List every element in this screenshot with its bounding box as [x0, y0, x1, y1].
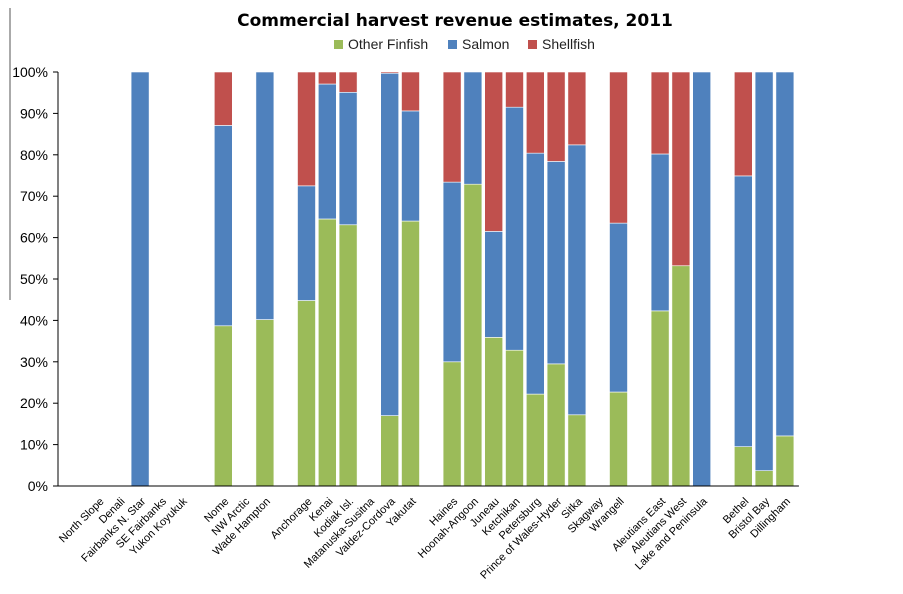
- bar-segment-shellfish: [442, 71, 462, 183]
- bar-segment-shellfish: [484, 71, 504, 232]
- y-tick-label: 100%: [12, 64, 48, 80]
- y-tick-label: 20%: [20, 395, 48, 411]
- bar-segment-shellfish: [609, 71, 628, 224]
- bar-segment-salmon: [297, 185, 316, 301]
- bar-segment-other-finfish: [525, 393, 545, 487]
- bar-segment-salmon: [650, 153, 670, 312]
- bar-segment-shellfish: [546, 71, 566, 162]
- bar-segment-shellfish: [380, 71, 400, 74]
- bar-segment-salmon: [255, 71, 275, 320]
- bar-segment-other-finfish: [775, 435, 795, 487]
- bar-segment-salmon: [442, 181, 462, 363]
- bar-segment-salmon: [484, 231, 504, 338]
- bar-segment-shellfish: [671, 71, 691, 267]
- bar-segment-other-finfish: [338, 224, 358, 487]
- y-tick-label: 50%: [20, 271, 48, 287]
- legend-swatch-salmon: [448, 40, 457, 49]
- bar-segment-shellfish: [505, 71, 524, 108]
- bar-segment-salmon: [380, 72, 400, 416]
- y-tick-label: 80%: [20, 147, 48, 163]
- bar-segment-other-finfish: [671, 265, 691, 487]
- bar-segment-salmon: [214, 125, 233, 327]
- bar-segment-salmon: [775, 71, 795, 437]
- bar-segment-salmon: [733, 175, 753, 447]
- bar-segment-other-finfish: [255, 319, 275, 487]
- bar-segment-other-finfish: [546, 363, 566, 487]
- bar-segment-other-finfish: [650, 310, 670, 487]
- y-tick-label: 0%: [28, 478, 48, 494]
- bar-segment-salmon: [338, 91, 358, 226]
- bar-segment-shellfish: [401, 71, 420, 112]
- y-tick-label: 10%: [20, 437, 48, 453]
- bar-segment-shellfish: [525, 71, 545, 154]
- bar-segment-other-finfish: [505, 349, 524, 487]
- y-tick-label: 90%: [20, 105, 48, 121]
- bar-segment-salmon: [463, 71, 483, 185]
- bar-segment-salmon: [692, 71, 712, 487]
- bar-segment-shellfish: [338, 71, 358, 93]
- bar-segment-salmon: [525, 152, 545, 395]
- bar-segment-other-finfish: [297, 300, 316, 487]
- bar-segment-salmon: [401, 110, 420, 222]
- y-tick-label: 40%: [20, 312, 48, 328]
- bar-segment-other-finfish: [442, 361, 462, 487]
- bar-segment-other-finfish: [463, 183, 483, 487]
- bar-segment-shellfish: [297, 71, 316, 187]
- bar-segment-other-finfish: [733, 446, 753, 487]
- chart-title: Commercial harvest revenue estimates, 20…: [237, 11, 673, 31]
- bar-segment-other-finfish: [214, 325, 233, 487]
- bar-segment-shellfish: [733, 71, 753, 177]
- legend-swatch-other-finfish: [334, 40, 343, 49]
- y-tick-label: 70%: [20, 188, 48, 204]
- legend-swatch-shellfish: [528, 40, 537, 49]
- bar-segment-other-finfish: [567, 414, 587, 487]
- bar-segment-salmon: [505, 106, 524, 351]
- bar-segment-salmon: [754, 71, 774, 471]
- bar-segment-other-finfish: [754, 470, 774, 487]
- bar-segment-other-finfish: [484, 337, 504, 487]
- bar-segment-shellfish: [317, 71, 337, 85]
- bar-segment-salmon: [317, 83, 337, 220]
- bar-segment-other-finfish: [401, 220, 420, 487]
- bar-segment-salmon: [130, 71, 150, 487]
- legend-label-salmon: Salmon: [462, 36, 509, 52]
- bar-segment-other-finfish: [609, 391, 628, 487]
- bar-segment-salmon: [609, 222, 628, 393]
- bar-segment-salmon: [546, 161, 566, 365]
- bar-segment-shellfish: [567, 71, 587, 146]
- bars: [130, 71, 795, 487]
- y-tick-label: 30%: [20, 354, 48, 370]
- x-tick-label: Anchorage: [269, 496, 315, 542]
- bar-segment-shellfish: [650, 71, 670, 155]
- bar-segment-salmon: [567, 144, 587, 416]
- y-tick-label: 60%: [20, 230, 48, 246]
- legend-label-shellfish: Shellfish: [542, 36, 595, 52]
- legend: Other Finfish Salmon Shellfish: [334, 36, 595, 52]
- bar-segment-other-finfish: [317, 218, 337, 487]
- legend-label-other-finfish: Other Finfish: [348, 36, 428, 52]
- bar-segment-shellfish: [214, 71, 233, 126]
- bar-segment-other-finfish: [380, 415, 400, 487]
- y-axis: 0% 10% 20% 30% 40% 50% 60% 70% 80% 90% 100%: [12, 64, 59, 494]
